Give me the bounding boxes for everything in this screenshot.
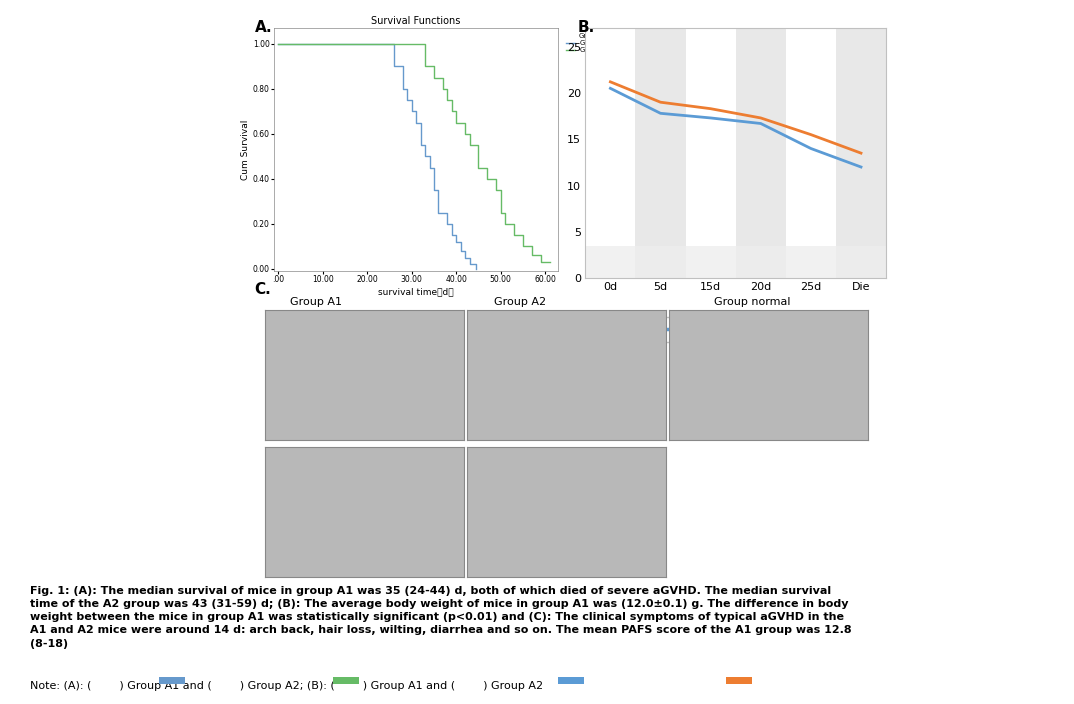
- Text: A.: A.: [255, 20, 272, 34]
- Legend: Group A1, Group A2: Group A1, Group A2: [565, 32, 614, 54]
- Title: Survival Functions: Survival Functions: [372, 16, 461, 26]
- Text: Group A1: Group A1: [290, 297, 342, 307]
- Text: Group A2: Group A2: [494, 297, 547, 307]
- Text: Note: (A): (        ) Group A1 and (        ) Group A2; (B): (        ) Group A1: Note: (A): ( ) Group A1 and ( ) Group A2…: [30, 681, 543, 691]
- Legend: Group A1, Group A2: Group A1, Group A2: [637, 318, 834, 342]
- Bar: [736, 28, 786, 278]
- Y-axis label: Cum Survival: Cum Survival: [241, 120, 250, 180]
- Text: B.: B.: [578, 20, 595, 34]
- Bar: [585, 246, 886, 278]
- Text: C.: C.: [255, 282, 272, 296]
- Text: Fig. 1: (A): The median survival of mice in group A1 was 35 (24-44) d, both of w: Fig. 1: (A): The median survival of mice…: [30, 586, 852, 648]
- Bar: [836, 28, 886, 278]
- Text: Group normal: Group normal: [714, 297, 790, 307]
- Bar: [636, 28, 685, 278]
- X-axis label: survival time（d）: survival time（d）: [378, 287, 454, 296]
